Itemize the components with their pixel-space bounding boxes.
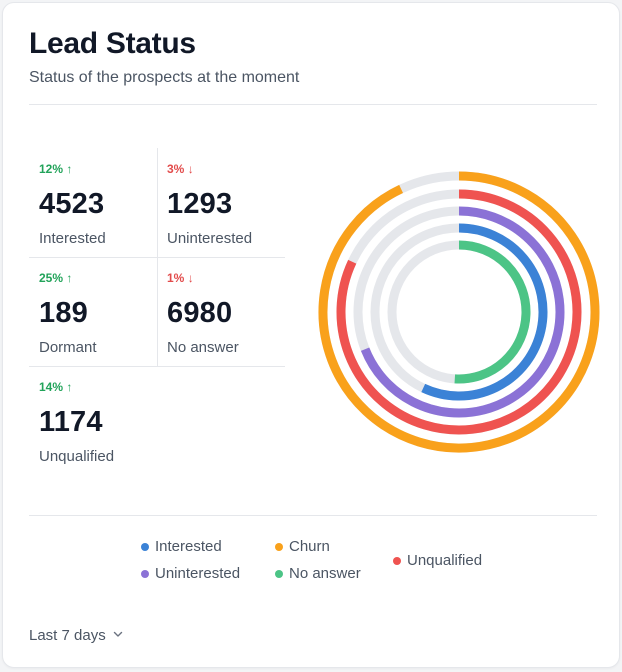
change-percent: 25% <box>39 271 64 285</box>
stats-grid: 12% ↑ 4523 Interested 3% ↓ 1293 Unintere… <box>29 148 285 475</box>
chart-legend: Interested Uninterested Churn No answer … <box>3 535 622 587</box>
stat-label: Interested <box>39 230 106 247</box>
stat-change: 12% ↑ <box>39 162 72 176</box>
arrow-up-icon: ↑ <box>66 271 73 285</box>
stats-row-divider <box>29 366 285 367</box>
ring-bar-unqualified <box>336 189 582 435</box>
stat-change: 3% ↓ <box>167 162 194 176</box>
stat-value: 189 <box>39 297 88 329</box>
stat-value: 1293 <box>167 188 233 220</box>
legend-label: No answer <box>289 565 361 582</box>
legend-label: Interested <box>155 538 222 555</box>
legend-item-unqualified: Unqualified <box>393 552 482 569</box>
period-dropdown[interactable]: Last 7 days <box>29 627 124 644</box>
stat-change: 1% ↓ <box>167 271 194 285</box>
card-title: Lead Status <box>29 27 196 60</box>
ring-bar-uninterested <box>360 206 565 418</box>
legend-item-uninterested: Uninterested <box>141 565 240 582</box>
radial-bar-chart <box>318 171 600 453</box>
legend-label: Churn <box>289 538 330 555</box>
chevron-down-icon <box>112 627 124 644</box>
stat-label: Dormant <box>39 339 97 356</box>
legend-dot <box>275 569 283 578</box>
footer-divider <box>29 515 597 516</box>
stat-change: 25% ↑ <box>39 271 72 285</box>
ring-bar-no-answer <box>454 240 531 384</box>
header-divider <box>29 104 597 105</box>
legend-dot <box>141 542 149 551</box>
legend-item-churn: Churn <box>275 538 330 555</box>
stat-interested: 12% ↑ 4523 Interested <box>29 148 157 257</box>
legend-dot <box>393 556 401 565</box>
arrow-down-icon: ↓ <box>187 271 194 285</box>
change-percent: 12% <box>39 162 64 176</box>
arrow-up-icon: ↑ <box>66 380 73 394</box>
ring-bar-churn <box>318 171 600 453</box>
legend-item-no-answer: No answer <box>275 565 361 582</box>
change-percent: 3% <box>167 162 185 176</box>
stat-dormant: 25% ↑ 189 Dormant <box>29 257 157 366</box>
legend-dot <box>275 542 283 551</box>
stats-row-divider <box>29 257 285 258</box>
stat-label: Unqualified <box>39 448 115 465</box>
stat-label: No answer <box>167 339 239 356</box>
legend-label: Uninterested <box>155 565 241 582</box>
card-subtitle: Status of the prospects at the moment <box>29 69 300 86</box>
legend-dot <box>141 569 149 578</box>
change-percent: 14% <box>39 380 64 394</box>
legend-label: Unqualified <box>407 552 483 569</box>
stat-no-answer: 1% ↓ 6980 No answer <box>157 257 285 366</box>
stat-value: 4523 <box>39 188 105 220</box>
arrow-down-icon: ↓ <box>187 162 194 176</box>
arrow-up-icon: ↑ <box>66 162 73 176</box>
stat-change: 14% ↑ <box>39 380 72 394</box>
stat-value: 1174 <box>39 406 103 438</box>
stat-value: 6980 <box>167 297 233 329</box>
stat-label: Uninterested <box>167 230 253 247</box>
stat-uninterested: 3% ↓ 1293 Uninterested <box>157 148 285 257</box>
change-percent: 1% <box>167 271 185 285</box>
period-label: Last 7 days <box>29 627 106 644</box>
ring-bar-interested <box>421 223 548 401</box>
legend-item-interested: Interested <box>141 538 222 555</box>
stat-unqualified: 14% ↑ 1174 Unqualified <box>29 366 157 475</box>
